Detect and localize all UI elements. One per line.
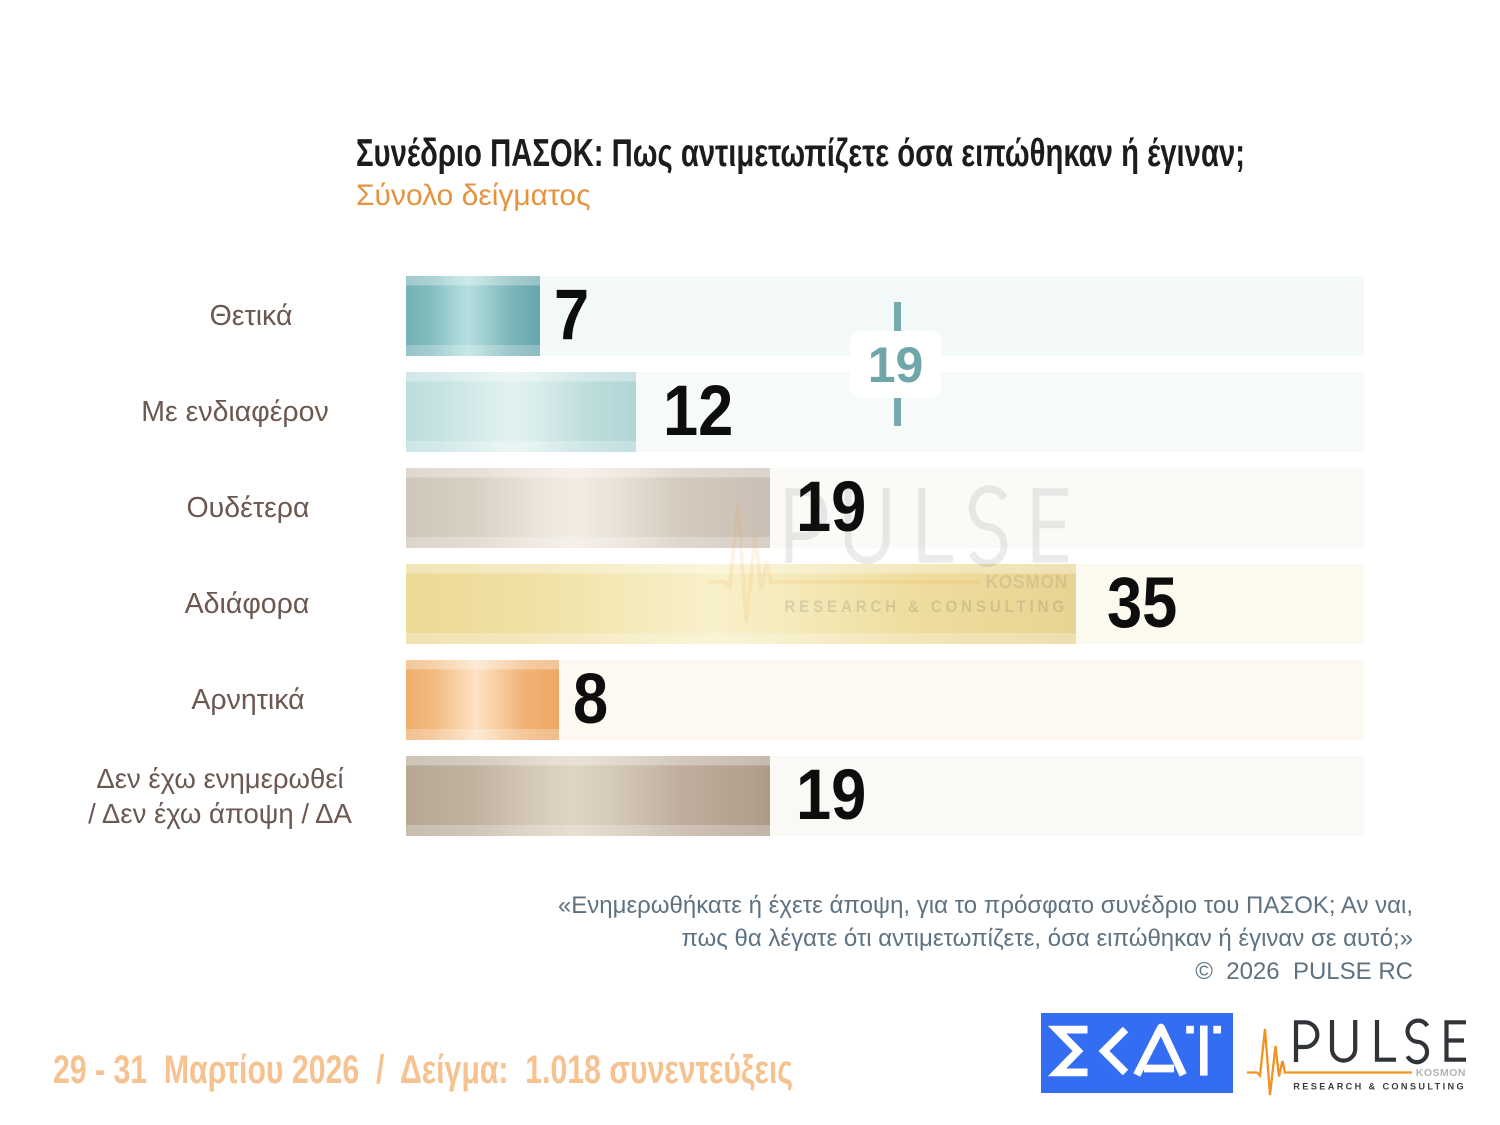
svg-text:KOSMON: KOSMON xyxy=(1416,1067,1466,1079)
svg-text:RESEARCH & CONSULTING: RESEARCH & CONSULTING xyxy=(1293,1082,1466,1092)
svg-text:KOSMON: KOSMON xyxy=(986,571,1068,592)
svg-text:RESEARCH & CONSULTING: RESEARCH & CONSULTING xyxy=(784,599,1068,617)
